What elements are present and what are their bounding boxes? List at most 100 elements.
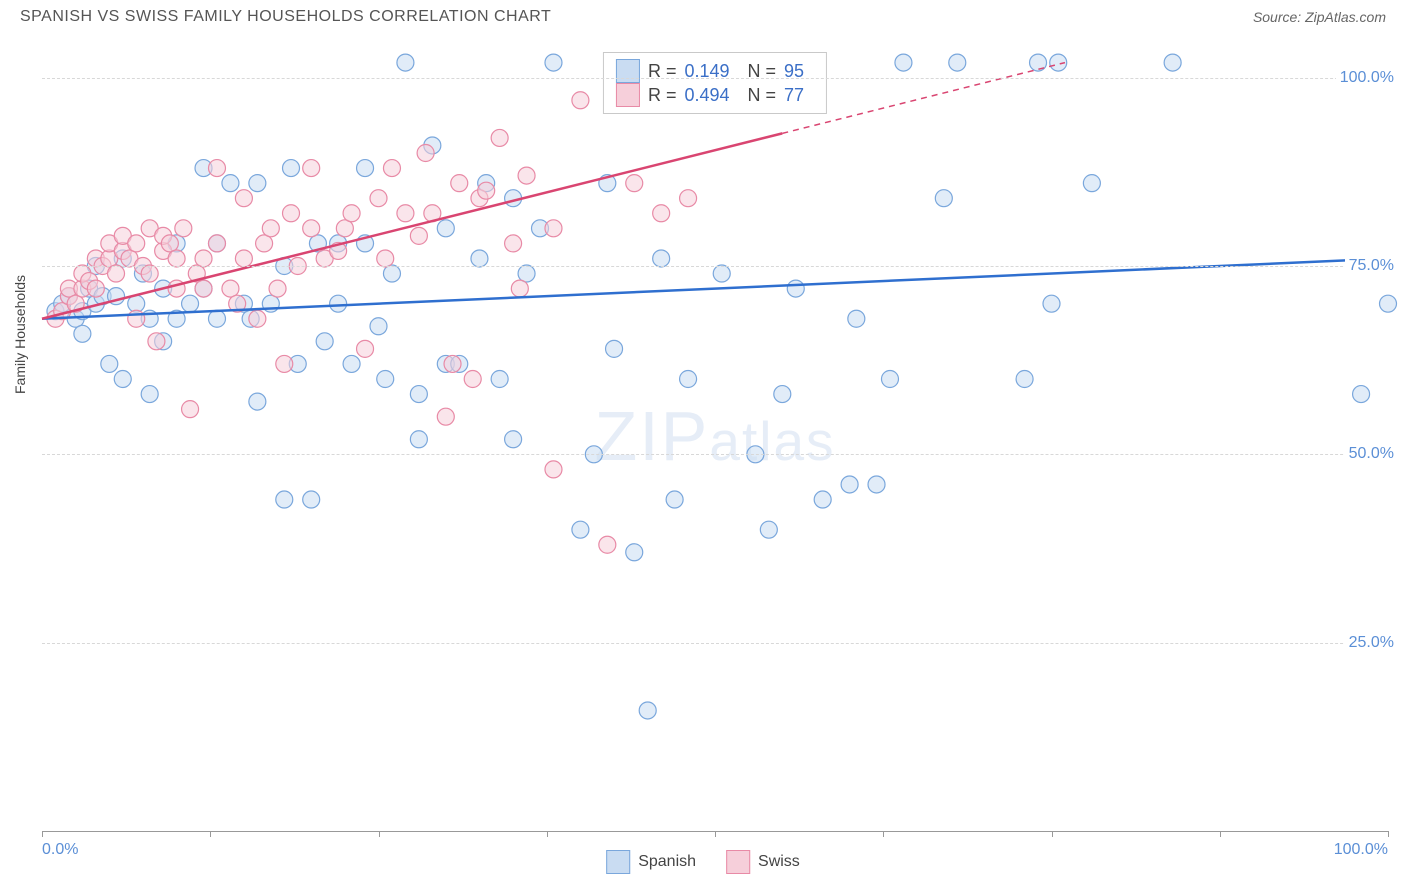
data-point	[330, 295, 347, 312]
data-point	[491, 371, 508, 388]
data-point	[370, 318, 387, 335]
x-tick	[210, 831, 211, 837]
data-point	[128, 310, 145, 327]
gridline	[42, 78, 1388, 79]
gridline	[42, 643, 1388, 644]
data-point	[1380, 295, 1397, 312]
data-point	[208, 160, 225, 177]
data-point	[410, 227, 427, 244]
data-point	[713, 265, 730, 282]
data-point	[848, 310, 865, 327]
data-point	[653, 205, 670, 222]
data-point	[1043, 295, 1060, 312]
data-point	[397, 54, 414, 71]
data-point	[410, 431, 427, 448]
data-point	[283, 205, 300, 222]
chart-area: Family Households ZIPatlas R =0.149N =95…	[42, 40, 1388, 832]
data-point	[626, 175, 643, 192]
data-point	[545, 461, 562, 478]
data-point	[680, 190, 697, 207]
data-point	[370, 190, 387, 207]
gridline	[42, 266, 1388, 267]
data-point	[881, 371, 898, 388]
x-tick	[715, 831, 716, 837]
data-point	[269, 280, 286, 297]
x-tick	[42, 831, 43, 837]
y-axis-label: Family Households	[12, 275, 28, 394]
data-point	[383, 160, 400, 177]
legend-label: Spanish	[638, 853, 696, 871]
data-point	[397, 205, 414, 222]
data-point	[249, 175, 266, 192]
data-point	[303, 491, 320, 508]
data-point	[222, 175, 239, 192]
data-point	[343, 355, 360, 372]
data-point	[666, 491, 683, 508]
data-point	[464, 371, 481, 388]
data-point	[182, 401, 199, 418]
data-point	[787, 280, 804, 297]
data-point	[626, 544, 643, 561]
n-value: 77	[784, 85, 804, 106]
x-tick-label: 0.0%	[42, 841, 78, 859]
data-point	[316, 333, 333, 350]
data-point	[1164, 54, 1181, 71]
data-point	[283, 160, 300, 177]
data-point	[87, 280, 104, 297]
data-point	[437, 408, 454, 425]
data-point	[518, 167, 535, 184]
data-point	[760, 521, 777, 538]
data-point	[114, 371, 131, 388]
data-point	[195, 280, 212, 297]
data-point	[195, 250, 212, 267]
data-point	[417, 145, 434, 162]
data-point	[491, 129, 508, 146]
y-tick-label: 100.0%	[1336, 69, 1394, 87]
legend-item: Swiss	[726, 850, 800, 874]
data-point	[511, 280, 528, 297]
stats-legend-row: R =0.494N =77	[616, 83, 814, 107]
data-point	[895, 54, 912, 71]
data-point	[505, 235, 522, 252]
data-point	[161, 235, 178, 252]
data-point	[208, 235, 225, 252]
data-point	[444, 355, 461, 372]
data-point	[545, 54, 562, 71]
data-point	[437, 220, 454, 237]
legend-label: Swiss	[758, 853, 800, 871]
x-tick	[1052, 831, 1053, 837]
data-point	[410, 386, 427, 403]
data-point	[168, 250, 185, 267]
data-point	[1353, 386, 1370, 403]
data-point	[148, 333, 165, 350]
x-tick	[1220, 831, 1221, 837]
data-point	[774, 386, 791, 403]
data-point	[518, 265, 535, 282]
data-point	[949, 54, 966, 71]
data-point	[303, 160, 320, 177]
data-point	[606, 340, 623, 357]
legend-item: Spanish	[606, 850, 696, 874]
data-point	[357, 160, 374, 177]
r-label: R =	[648, 85, 677, 106]
y-tick-label: 75.0%	[1345, 257, 1394, 275]
data-point	[653, 250, 670, 267]
data-point	[141, 265, 158, 282]
data-point	[276, 491, 293, 508]
data-point	[935, 190, 952, 207]
data-point	[74, 325, 91, 342]
data-point	[377, 250, 394, 267]
data-point	[182, 295, 199, 312]
data-point	[262, 220, 279, 237]
data-point	[599, 536, 616, 553]
data-point	[208, 310, 225, 327]
data-point	[814, 491, 831, 508]
source-label: Source: ZipAtlas.com	[1253, 9, 1386, 25]
chart-title: SPANISH VS SWISS FAMILY HOUSEHOLDS CORRE…	[20, 8, 551, 26]
stats-legend-row: R =0.149N =95	[616, 59, 814, 83]
data-point	[276, 355, 293, 372]
data-point	[249, 393, 266, 410]
y-tick-label: 25.0%	[1345, 634, 1394, 652]
data-point	[639, 702, 656, 719]
x-tick	[883, 831, 884, 837]
